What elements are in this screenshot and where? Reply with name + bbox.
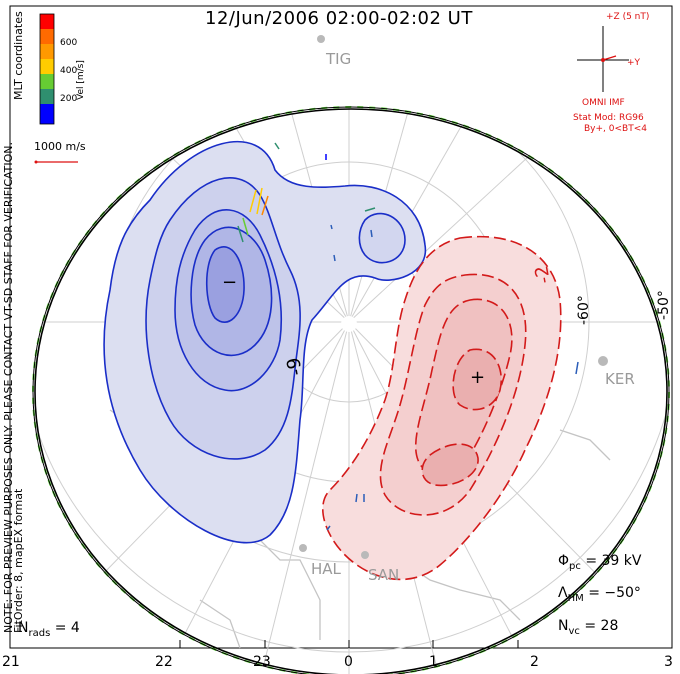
imf-axis-z: +Z (5 nT) <box>606 12 650 22</box>
latitude-label-50: -50° <box>656 290 672 320</box>
imf-dial <box>577 26 629 92</box>
pole-marker <box>341 316 357 332</box>
fit-order-note: FitOrder: 8, mapEX format <box>12 488 25 633</box>
coord-label: MLT coordinates <box>12 11 25 100</box>
station-san: SAN <box>368 566 400 584</box>
negative-potential-cell <box>103 140 427 544</box>
scale-arrow <box>34 160 78 164</box>
stat-model: Stat Mod: RG96 <box>573 113 644 123</box>
imf-axis-y: +Y <box>627 58 641 68</box>
boundary-outer <box>34 108 668 674</box>
mlt-label-22: 22 <box>155 654 173 670</box>
station-tig: TIG <box>326 50 352 68</box>
potential-min-marker: − <box>222 272 238 293</box>
contour-label-neg: -9 <box>283 355 307 378</box>
mlt-label-23: 23 <box>253 654 271 670</box>
velocity-colorbar <box>39 13 55 125</box>
colorbar-tick-400: 400 <box>60 66 78 76</box>
velocity-vectors <box>237 142 579 531</box>
potential-max-marker: + <box>470 367 486 388</box>
imf-condition: By+, 0<BT<4 <box>584 124 647 134</box>
mlt-label-2: 2 <box>530 654 539 670</box>
colorbar-tick-200: 200 <box>60 94 78 104</box>
map-title: 12/Jun/2006 02:00-02:02 UT <box>205 8 473 29</box>
mlt-label-1: 1 <box>429 654 438 670</box>
colorbar-tick-600: 600 <box>60 38 78 48</box>
contour-label-pos: -2 <box>531 263 555 286</box>
mlt-label-3: 3 <box>664 654 673 670</box>
stat-phi-pc: Φpc = 39 kV <box>558 553 642 572</box>
stat-nrads: Nrads = 4 <box>18 620 80 639</box>
latitude-label-60: -60° <box>576 295 592 325</box>
scale-label: 1000 m/s <box>34 140 86 153</box>
mlt-label-0: 0 <box>344 654 353 670</box>
station-hal: HAL <box>311 560 341 578</box>
stat-lambda-hm: ΛHM = −50° <box>558 585 641 604</box>
mlt-label-21: 21 <box>2 654 20 670</box>
stat-nvc: Nvc = 28 <box>558 618 619 637</box>
positive-potential-cell <box>322 235 562 581</box>
imf-label: OMNI IMF <box>582 98 625 108</box>
boundary-line <box>32 106 670 674</box>
colorbar-label: Vel [m/s] <box>76 60 86 100</box>
plot-frame <box>9 5 673 649</box>
station-ker: KER <box>605 370 635 388</box>
station-markers <box>299 35 608 559</box>
mlt-ticks <box>9 640 673 648</box>
